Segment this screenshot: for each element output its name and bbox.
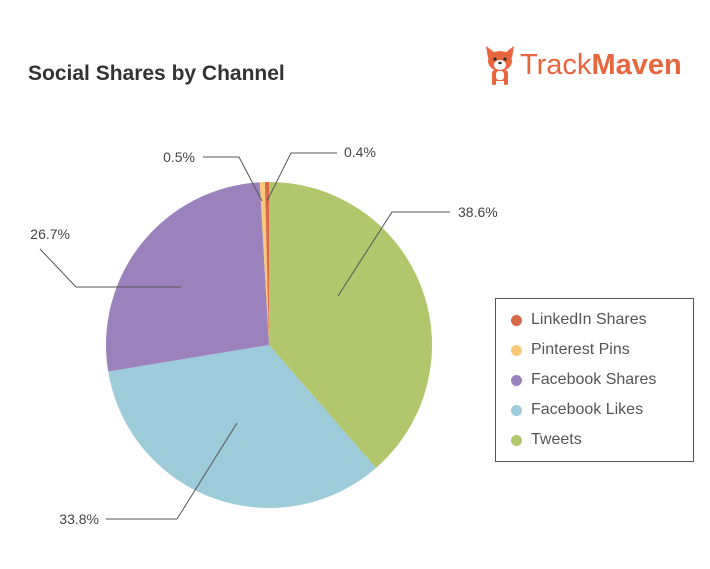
legend-item-linkedin-shares: LinkedIn Shares bbox=[496, 305, 693, 335]
legend-swatch bbox=[511, 404, 522, 416]
chart-title: Social Shares by Channel bbox=[28, 62, 285, 85]
data-label-facebook-likes: 33.8% bbox=[59, 511, 99, 527]
data-label-linkedin-shares: 0.4% bbox=[344, 144, 376, 160]
trackmaven-logo: TrackMaven bbox=[484, 40, 682, 90]
legend-label: Tweets bbox=[531, 431, 582, 448]
data-label-facebook-shares: 26.7% bbox=[30, 226, 70, 242]
legend-item-pinterest-pins: Pinterest Pins bbox=[496, 335, 693, 365]
leader-line-pinterest-pins bbox=[203, 156, 263, 202]
leader-line-tweets bbox=[337, 211, 450, 297]
legend-item-tweets: Tweets bbox=[496, 425, 693, 455]
leader-line-facebook-likes bbox=[106, 422, 238, 520]
logo-text-bold: Maven bbox=[591, 48, 682, 81]
legend-label: Facebook Likes bbox=[531, 401, 644, 418]
legend-label: Facebook Shares bbox=[531, 371, 657, 388]
pie-slice-pinterest-pins bbox=[259, 182, 269, 345]
chart-legend: LinkedIn Shares Pinterest Pins Facebook Sh… bbox=[495, 298, 694, 462]
pie-slice-linkedin-shares bbox=[264, 182, 269, 345]
legend-label: LinkedIn Shares bbox=[531, 311, 647, 328]
data-label-tweets: 38.6% bbox=[458, 204, 498, 220]
corgi-logo-icon bbox=[486, 46, 514, 85]
data-label-pinterest-pins: 0.5% bbox=[163, 149, 195, 165]
pie-slice-facebook-shares bbox=[106, 182, 269, 372]
logo-text-light: Track bbox=[520, 48, 592, 81]
legend-swatch bbox=[511, 434, 522, 446]
pie-slice-tweets bbox=[269, 182, 432, 468]
logo-wordmark: TrackMaven bbox=[520, 49, 682, 82]
legend-swatch bbox=[511, 344, 522, 356]
pie-slice-facebook-likes bbox=[108, 345, 377, 508]
leader-line-linkedin-shares bbox=[266, 152, 337, 202]
legend-item-facebook-shares: Facebook Shares bbox=[496, 365, 693, 395]
leader-line-facebook-shares bbox=[39, 248, 181, 288]
legend-swatch bbox=[511, 374, 522, 386]
legend-label: Pinterest Pins bbox=[531, 341, 630, 358]
legend-item-facebook-likes: Facebook Likes bbox=[496, 395, 693, 425]
legend-swatch bbox=[511, 314, 522, 326]
